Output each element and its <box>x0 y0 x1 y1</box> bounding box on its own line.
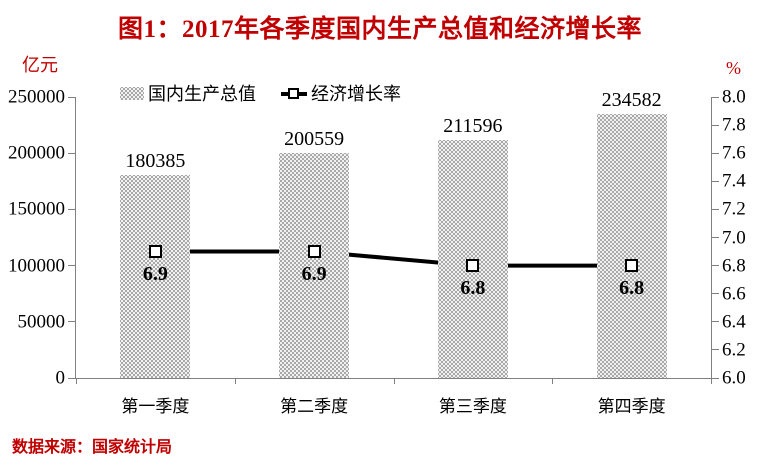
right-axis-tick <box>712 265 719 267</box>
gdp-bar <box>437 140 508 378</box>
y-tick-label-left: 50000 <box>17 311 66 333</box>
legend-item-growth: 经济增长率 <box>281 80 401 106</box>
growth-line-swatch-icon <box>281 87 307 100</box>
y-tick-label-right: 6.6 <box>722 283 746 305</box>
right-axis-tick <box>712 180 719 182</box>
bar-value-label: 234582 <box>601 89 662 112</box>
growth-line <box>155 249 632 268</box>
plot-area: 0 50000 100000 150000 200000 250000 6.0 6.2 6.4 6… <box>8 88 746 417</box>
legend-gdp-label: 国内生产总值 <box>148 84 256 104</box>
y-tick-label-left: 250000 <box>8 86 65 108</box>
x-tick-label: 第二季度 <box>280 397 349 416</box>
y-tick-label-left: 200000 <box>8 142 65 164</box>
x-axis-tick <box>711 378 712 384</box>
left-axis-tick <box>68 96 75 98</box>
bar-value-label: 200559 <box>284 127 345 150</box>
growth-value-label: 6.8 <box>460 276 486 299</box>
y-tick-label-left: 100000 <box>8 255 65 277</box>
y-tick-label-right: 6.0 <box>722 367 746 389</box>
y-tick-label-right: 7.6 <box>722 142 746 164</box>
growth-marker <box>148 245 162 259</box>
y-tick-label-right: 7.4 <box>722 170 746 192</box>
left-axis-unit-label: 亿元 <box>22 55 58 75</box>
y-tick-label-right: 6.4 <box>722 311 746 333</box>
right-axis-tick <box>712 124 719 126</box>
left-axis-tick <box>68 265 75 267</box>
x-tick-label: 第四季度 <box>597 397 666 416</box>
right-axis-tick <box>712 377 719 379</box>
growth-value-label: 6.8 <box>619 276 645 299</box>
growth-marker <box>466 259 480 273</box>
x-tick-label: 第一季度 <box>121 397 190 416</box>
growth-marker <box>307 245 321 259</box>
x-tick-label: 第三季度 <box>438 397 507 416</box>
y-tick-label-right: 8.0 <box>722 86 746 108</box>
legend-item-gdp: 国内生产总值 <box>120 80 256 106</box>
growth-value-label: 6.9 <box>142 262 168 285</box>
bar-value-label: 180385 <box>125 150 186 173</box>
right-axis-tick <box>712 349 719 351</box>
bar-value-label: 211596 <box>443 115 503 138</box>
x-axis-tick <box>234 378 236 384</box>
y-tick-label-right: 7.2 <box>722 198 746 220</box>
right-axis-tick <box>712 237 719 238</box>
right-axis-unit-label: % <box>726 58 741 78</box>
y-tick-label-right: 7.8 <box>722 114 746 136</box>
page-title: 图1：2017年各季度国内生产总值和经济增长率 <box>117 16 642 43</box>
right-axis-tick <box>712 96 719 98</box>
gdp-bar-swatch-icon <box>120 86 144 100</box>
right-axis-tick <box>712 321 719 323</box>
x-axis-tick <box>552 378 554 384</box>
growth-value-label: 6.9 <box>301 262 327 285</box>
y-tick-label-right: 7.0 <box>722 227 746 248</box>
x-axis-tick <box>393 378 395 384</box>
y-tick-label-left: 150000 <box>8 198 65 220</box>
y-tick-label-left: 0 <box>55 367 66 389</box>
growth-marker <box>625 259 639 273</box>
gdp-bar <box>279 152 350 378</box>
y-tick-label-right: 6.8 <box>722 255 746 277</box>
gdp-bar <box>596 114 667 378</box>
y-tick-label-right: 6.2 <box>722 339 746 361</box>
legend-growth-label: 经济增长率 <box>311 84 401 104</box>
left-axis-tick <box>68 377 75 379</box>
right-axis-tick <box>712 152 719 154</box>
x-axis-tick <box>76 378 77 384</box>
left-axis-tick <box>68 321 75 323</box>
source-note: 数据来源：国家统计局 <box>12 439 173 456</box>
gdp-bar <box>120 175 191 378</box>
right-axis-tick <box>712 208 719 210</box>
right-axis-tick <box>712 293 719 295</box>
left-axis-tick <box>68 152 75 154</box>
left-axis-tick <box>68 208 75 210</box>
